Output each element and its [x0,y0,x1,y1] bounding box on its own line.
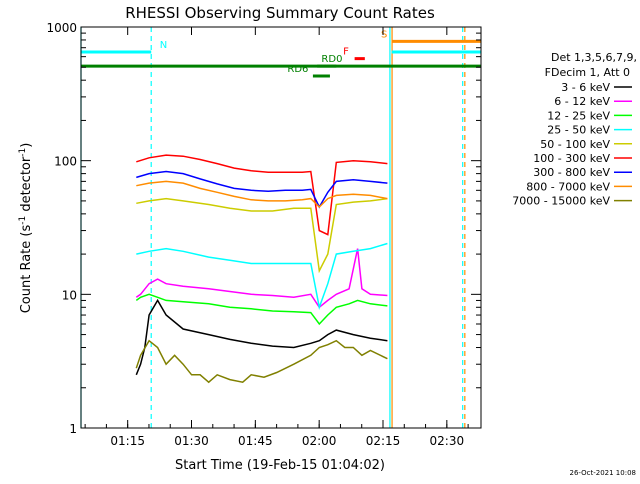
x-tick-label: 01:30 [174,434,209,448]
y-tick-label: 10 [62,288,77,302]
y-axis-label-end: ) [19,143,34,148]
y-axis-label-sup1: -1 [18,216,28,225]
series-line-0 [135,298,388,376]
legend-label-4: 50 - 100 keV [540,138,610,151]
flag-label-F: F [343,47,349,58]
series-lines [135,154,388,384]
legend-label-0: 3 - 6 keV [561,81,610,94]
flag-label-RD6: RD6 [287,64,308,75]
legend: Det 1,3,5,6,7,9, FDecim 1, Att 0 3 - 6 k… [512,51,637,208]
legend-label-7: 800 - 7000 keV [526,180,610,193]
chart-title: RHESSI Observing Summary Count Rates [125,4,435,22]
series-line-5 [136,154,388,236]
x-tick-label: 01:15 [110,434,145,448]
flag-lines: N S RD0 RD6 F [81,29,481,78]
y-axis-label-mid: detector [19,156,34,216]
legend-label-8: 7000 - 15000 keV [512,195,610,208]
legend-label-2: 12 - 25 keV [547,109,610,122]
legend-label-6: 300 - 800 keV [533,166,610,179]
flag-label-S: S [381,29,387,40]
flag-label-RD0: RD0 [321,54,342,65]
plot-frame [80,26,482,429]
y-axis-label-main: Count Rate (s [19,225,34,314]
y-tick-label: 1000 [46,21,77,35]
x-tick-label: 01:45 [238,434,273,448]
x-tick-label: 02:15 [366,434,401,448]
flag-label-N: N [160,40,167,51]
y-axis-label: Count Rate (s-1 detector-1) [18,143,34,314]
y-tick-label: 100 [54,155,77,169]
series-line-1 [135,248,388,309]
timestamp: 26-Oct-2021 10:08 [570,469,636,477]
x-tick-label: 02:00 [302,434,337,448]
series-line-4 [136,197,388,274]
y-axis-label-sup2: -1 [18,148,28,157]
legend-header-1: Det 1,3,5,6,7,9, [551,51,637,64]
series-line-6 [136,170,388,209]
series-line-3 [136,242,388,311]
y-tick-label: 1 [69,422,77,436]
series-line-2 [135,293,388,326]
y-axis-ticks: 1 10 100 1000 [46,21,481,436]
x-axis-ticks: 01:15 01:30 01:45 02:00 02:15 02:30 [84,27,469,448]
legend-label-1: 6 - 12 keV [554,95,610,108]
legend-label-3: 25 - 50 keV [547,124,610,137]
x-tick-label: 02:30 [430,434,465,448]
legend-label-5: 100 - 300 keV [533,152,610,165]
series-line-8 [135,339,388,384]
legend-header-2: FDecim 1, Att 0 [545,66,630,79]
x-axis-label: Start Time (19-Feb-15 01:04:02) [175,458,385,473]
series-line-7 [136,180,388,209]
